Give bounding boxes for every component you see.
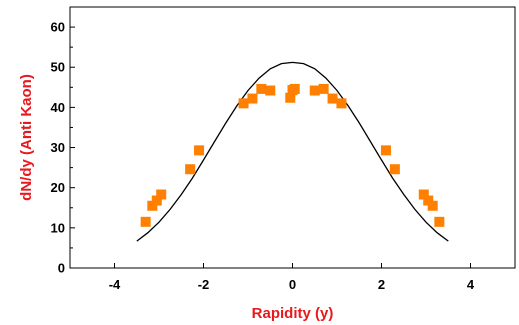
data-point <box>147 200 158 211</box>
data-point <box>434 216 445 227</box>
data-point <box>389 164 400 175</box>
data-point <box>423 195 434 206</box>
x-axis-title: Rapidity (y) <box>252 305 334 322</box>
y-axis-title: dN/dy (Anti Kaon) <box>18 74 35 201</box>
fit-curve <box>136 61 449 242</box>
data-point <box>156 189 167 200</box>
y-tick-label: 30 <box>51 140 65 155</box>
x-tick-label: 0 <box>289 277 296 292</box>
plot-frame <box>69 6 516 269</box>
x-tick-label: 2 <box>378 277 385 292</box>
data-point <box>140 216 151 227</box>
data-point <box>265 85 276 96</box>
data-point <box>327 93 338 104</box>
data-point <box>247 93 258 104</box>
x-tick-label: -2 <box>198 277 210 292</box>
y-tick-label: 60 <box>51 20 65 35</box>
data-point <box>309 85 320 96</box>
x-tick-label: -4 <box>109 277 121 292</box>
data-point <box>318 83 329 94</box>
y-tick-label: 50 <box>51 60 65 75</box>
y-tick-label: 10 <box>51 220 65 235</box>
y-tick-label: 0 <box>58 261 65 276</box>
y-tick-label: 40 <box>51 100 65 115</box>
data-point <box>289 83 300 94</box>
y-tick-label: 20 <box>51 180 65 195</box>
data-point <box>285 92 296 103</box>
data-point <box>194 145 205 156</box>
data-point <box>380 145 391 156</box>
data-point <box>151 195 162 206</box>
data-point <box>238 98 249 109</box>
data-point <box>427 200 438 211</box>
x-tick-label: 4 <box>467 277 475 292</box>
data-point <box>336 98 347 109</box>
data-point <box>185 164 196 175</box>
data-point <box>256 83 267 94</box>
data-point <box>418 189 429 200</box>
